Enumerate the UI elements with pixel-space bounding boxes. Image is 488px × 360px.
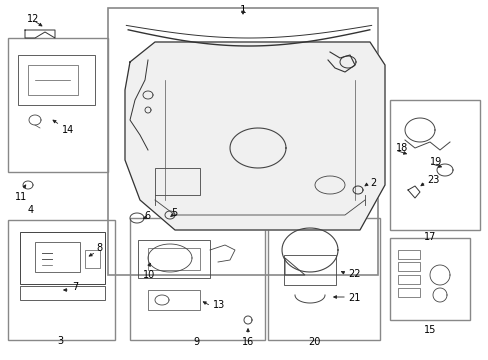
Bar [18, 55, 95, 105]
Text: 20: 20 [307, 337, 320, 347]
Text: 12: 12 [27, 14, 39, 24]
Text: 17: 17 [423, 232, 435, 242]
Text: 11: 11 [15, 192, 27, 202]
Bar [138, 240, 209, 278]
Bar [130, 218, 264, 340]
Bar [397, 288, 419, 297]
Bar [155, 168, 200, 195]
Bar [148, 248, 200, 270]
Bar [284, 255, 335, 285]
Bar [397, 275, 419, 284]
Text: 16: 16 [242, 337, 254, 347]
Bar [85, 250, 100, 268]
Text: 3: 3 [57, 336, 63, 346]
Bar [108, 8, 377, 275]
Bar [389, 238, 469, 320]
Text: 1: 1 [239, 5, 246, 15]
Bar [267, 218, 379, 340]
Text: 19: 19 [429, 157, 441, 167]
Text: 4: 4 [28, 205, 34, 215]
Bar [397, 262, 419, 271]
Bar [35, 242, 80, 272]
Bar [389, 100, 479, 230]
Text: 10: 10 [142, 270, 155, 280]
Bar [148, 290, 200, 310]
Bar [20, 232, 105, 284]
Text: 5: 5 [170, 208, 177, 218]
Text: 22: 22 [347, 269, 360, 279]
Text: 21: 21 [347, 293, 360, 303]
Text: 6: 6 [143, 211, 150, 221]
Bar [397, 250, 419, 259]
Bar [8, 220, 115, 340]
Text: 14: 14 [62, 125, 74, 135]
Text: 2: 2 [369, 178, 375, 188]
Polygon shape [125, 42, 384, 230]
Bar [8, 38, 108, 172]
Bar [20, 286, 105, 300]
Text: 23: 23 [426, 175, 439, 185]
Text: 18: 18 [395, 143, 407, 153]
Bar [28, 65, 78, 95]
Text: 8: 8 [96, 243, 102, 253]
Text: 13: 13 [213, 300, 225, 310]
Text: 9: 9 [193, 337, 199, 347]
Text: 7: 7 [72, 282, 78, 292]
Text: 15: 15 [423, 325, 435, 335]
